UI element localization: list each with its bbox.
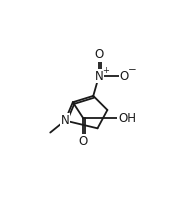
Text: N: N	[61, 114, 70, 127]
Text: O: O	[79, 135, 88, 147]
Text: N: N	[94, 70, 103, 83]
Text: −: −	[128, 65, 136, 75]
Text: O: O	[120, 70, 129, 83]
Text: O: O	[94, 48, 104, 61]
Text: +: +	[102, 66, 109, 75]
Text: OH: OH	[118, 112, 136, 125]
